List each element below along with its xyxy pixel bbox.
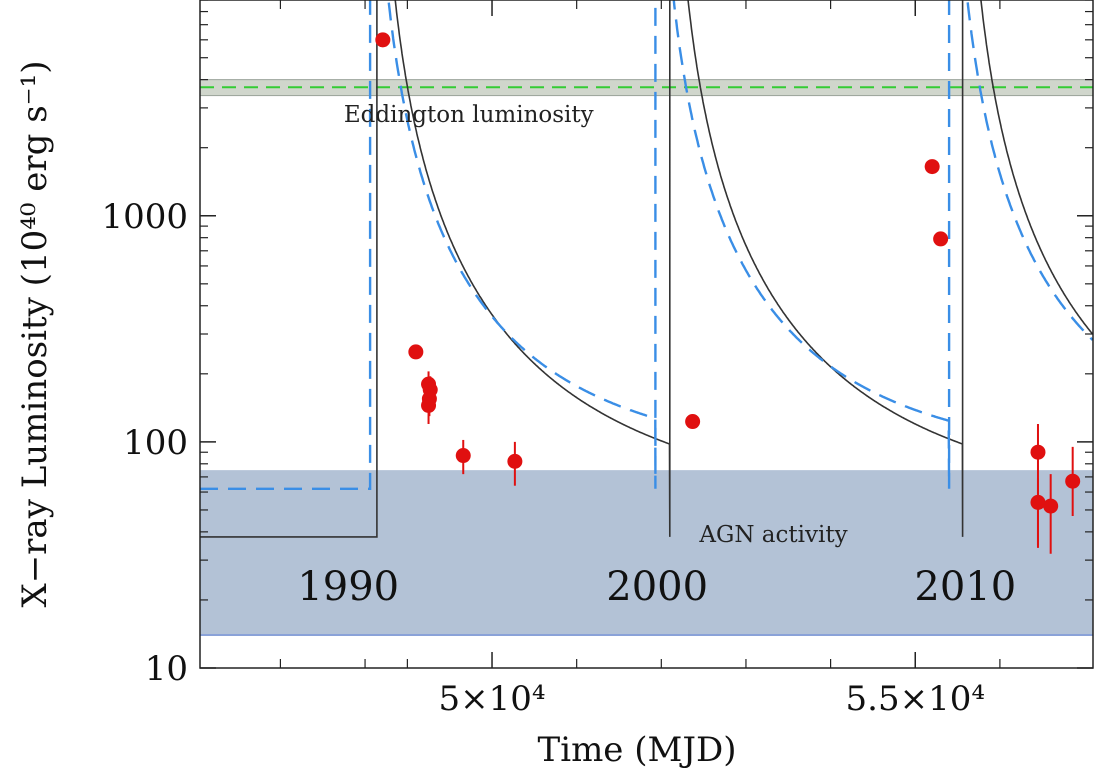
y-tick-label: 10 xyxy=(145,649,188,689)
data-point xyxy=(685,414,701,430)
data-point xyxy=(375,32,391,48)
data-point xyxy=(507,453,523,469)
y-axis-title: X−ray Luminosity (10⁴⁰ erg s⁻¹) xyxy=(15,60,55,607)
data-point xyxy=(1065,473,1081,489)
data-point xyxy=(421,397,437,413)
background-bands xyxy=(200,79,1093,636)
y-tick-label: 100 xyxy=(123,423,188,463)
data-point xyxy=(1030,444,1046,460)
x-tick-label: 5×10⁴ xyxy=(439,679,546,719)
year-label-2000: 2000 xyxy=(606,564,708,610)
x-ticks: 5×10⁴ 5.5×10⁴ xyxy=(279,0,1001,719)
agn-band xyxy=(200,470,1093,635)
data-point xyxy=(1043,498,1059,514)
model-curves xyxy=(200,0,1093,538)
data-points xyxy=(375,32,1081,554)
x-axis-title: Time (MJD) xyxy=(538,730,737,770)
y-ticks: 10 100 1000 xyxy=(101,0,1093,689)
data-point xyxy=(924,159,940,175)
data-point xyxy=(408,344,424,360)
data-point xyxy=(933,231,949,247)
year-label-2010: 2010 xyxy=(914,564,1016,610)
data-point xyxy=(1030,494,1046,510)
y-tick-label: 1000 xyxy=(101,197,188,237)
eddington-label: Eddington luminosity xyxy=(344,102,594,128)
agn-label: AGN activity xyxy=(698,522,847,548)
year-label-1990: 1990 xyxy=(297,564,399,610)
data-point xyxy=(455,448,471,464)
x-tick-label: 5.5×10⁴ xyxy=(846,679,985,719)
model-curve-dashed xyxy=(200,0,1093,490)
